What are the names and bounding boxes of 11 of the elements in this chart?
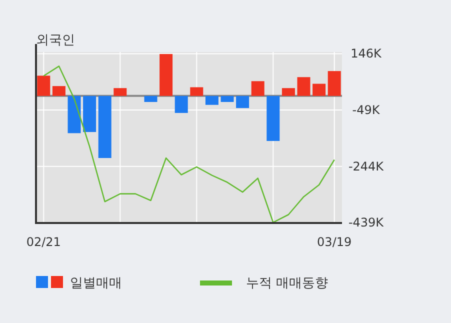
legend-item: 일별매매 [36, 276, 122, 291]
legend-label: 누적 매매동향 [246, 276, 328, 291]
chart-title: 외국인 [36, 33, 75, 48]
x-tick-label: 02/21 [26, 235, 61, 249]
legend-item: 누적 매매동향 [200, 276, 328, 291]
y-tick-label: 146K [350, 46, 383, 61]
legend-label: 일별매매 [70, 276, 122, 291]
y-tick-label: -49K [352, 103, 381, 118]
y-tick-label: -244K [348, 159, 385, 174]
y-tick-label: -439K [348, 216, 385, 230]
x-tick-label: 03/19 [317, 235, 352, 249]
